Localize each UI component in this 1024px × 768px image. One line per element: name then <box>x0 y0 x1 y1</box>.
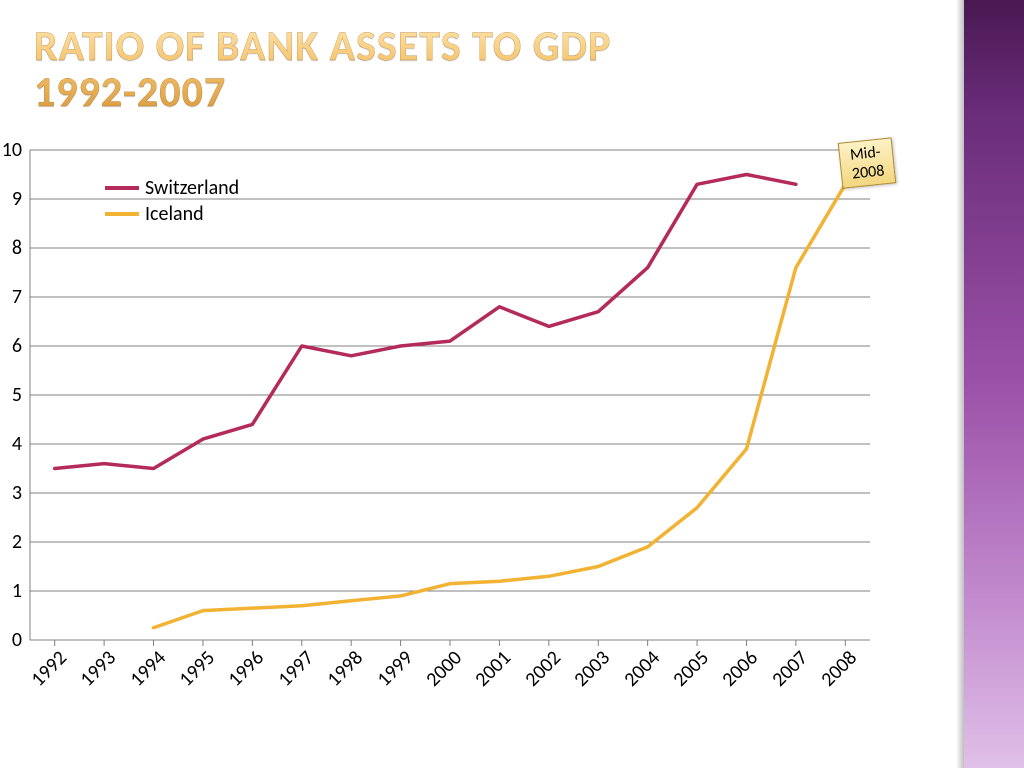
legend-label: Iceland <box>145 202 204 226</box>
x-tick-label: 1995 <box>174 646 220 692</box>
x-tick-label: 2007 <box>767 646 813 692</box>
y-tick-label: 9 <box>12 187 22 211</box>
x-tick-label: 1996 <box>224 646 270 692</box>
callout-text: Mid-2008 <box>849 143 885 184</box>
callout-label: Mid-2008 <box>838 137 897 188</box>
x-tick-label: 2006 <box>718 646 764 692</box>
x-tick-label: 1997 <box>273 646 319 692</box>
legend-swatch <box>105 212 139 216</box>
x-tick-label: 1998 <box>323 646 369 692</box>
x-tick-label: 1992 <box>26 646 72 692</box>
side-accent-bar <box>964 0 1024 768</box>
chart-container: SwitzerlandIceland Mid-2008 012345678910… <box>30 150 870 640</box>
x-tick-label: 2002 <box>520 646 566 692</box>
y-tick-label: 4 <box>12 432 22 456</box>
legend-item: Iceland <box>105 202 239 226</box>
legend-item: Switzerland <box>105 176 239 200</box>
y-tick-label: 2 <box>12 530 22 554</box>
x-tick-label: 2001 <box>471 646 517 692</box>
y-tick-label: 0 <box>12 628 22 652</box>
y-tick-label: 7 <box>12 285 22 309</box>
x-tick-label: 1993 <box>75 646 121 692</box>
x-tick-label: 2004 <box>619 646 665 692</box>
x-tick-label: 2000 <box>421 646 467 692</box>
y-tick-label: 1 <box>12 579 22 603</box>
y-tick-label: 6 <box>12 334 22 358</box>
title-line-1: RATIO OF BANK ASSETS TO GDP <box>34 21 611 72</box>
x-tick-label: 1994 <box>125 646 171 692</box>
x-tick-label: 2005 <box>668 646 714 692</box>
legend-label: Switzerland <box>145 176 239 200</box>
legend: SwitzerlandIceland <box>105 176 239 228</box>
y-tick-label: 10 <box>2 138 22 162</box>
legend-swatch <box>105 186 139 190</box>
title-line-2: 1992-2007 <box>34 67 226 118</box>
x-tick-label: 1999 <box>372 646 418 692</box>
y-tick-label: 3 <box>12 481 22 505</box>
x-tick-label: 2003 <box>570 646 616 692</box>
series-line <box>154 184 846 627</box>
slide-title: RATIO OF BANK ASSETS TO GDP 1992-2007 <box>34 24 611 116</box>
plot-area: SwitzerlandIceland Mid-2008 012345678910… <box>30 150 870 640</box>
y-tick-label: 8 <box>12 236 22 260</box>
x-tick-label: 2008 <box>817 646 863 692</box>
y-tick-label: 5 <box>12 383 22 407</box>
